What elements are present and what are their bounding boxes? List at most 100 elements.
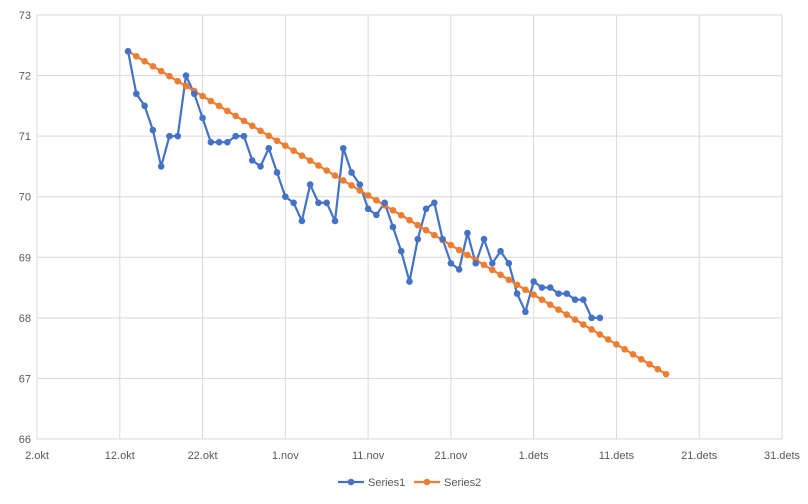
x-tick-label: 2.okt bbox=[25, 450, 49, 462]
series1-point bbox=[389, 223, 397, 231]
series2-point bbox=[480, 261, 488, 269]
series1-point bbox=[472, 260, 480, 267]
series1-point bbox=[182, 72, 190, 79]
series2-point bbox=[257, 127, 264, 135]
series2-point bbox=[422, 226, 430, 234]
series1-point bbox=[422, 205, 430, 213]
series1-point bbox=[298, 217, 306, 225]
series2-point bbox=[604, 336, 612, 343]
series2-point bbox=[282, 142, 289, 150]
series1-point bbox=[431, 199, 438, 207]
y-tick-label: 66 bbox=[19, 434, 31, 446]
series1-point bbox=[290, 199, 297, 207]
series1-point bbox=[273, 169, 281, 176]
series2-point bbox=[389, 206, 397, 214]
y-tick-label: 70 bbox=[19, 192, 31, 204]
series2-point bbox=[373, 197, 380, 204]
series1-point bbox=[364, 205, 372, 213]
series1-point bbox=[455, 266, 463, 273]
series2-point bbox=[580, 321, 587, 328]
series2-point bbox=[662, 370, 670, 378]
gridlines bbox=[36, 14, 783, 440]
series2-point bbox=[224, 107, 231, 115]
series2-point bbox=[207, 97, 215, 105]
series2-point bbox=[546, 301, 554, 308]
x-tick-label: 1.nov bbox=[272, 450, 299, 462]
series2-point bbox=[157, 67, 165, 75]
series1-point bbox=[207, 138, 215, 146]
legend-label: Series2 bbox=[444, 477, 481, 489]
series1-point bbox=[265, 144, 273, 152]
series2-point bbox=[166, 72, 173, 80]
series2-point bbox=[306, 157, 314, 164]
series2-point bbox=[488, 266, 496, 274]
series2-point bbox=[141, 57, 148, 65]
series1-point bbox=[157, 163, 165, 170]
series1-point bbox=[447, 260, 455, 267]
series1-point bbox=[190, 90, 198, 98]
series1-point bbox=[522, 308, 529, 316]
series2-point bbox=[555, 306, 562, 313]
series1-point bbox=[199, 114, 206, 122]
series1-point bbox=[149, 126, 157, 134]
series2-point bbox=[232, 112, 239, 120]
series1-point bbox=[488, 260, 496, 267]
series2-point bbox=[654, 365, 662, 373]
x-tick-label: 11.dets bbox=[599, 450, 635, 462]
series1-point bbox=[224, 138, 231, 146]
series2-point bbox=[596, 331, 604, 338]
x-tick-label: 1.dets bbox=[519, 450, 549, 462]
series2-point bbox=[397, 211, 405, 219]
series1-point bbox=[414, 235, 422, 243]
series1-point bbox=[397, 247, 405, 255]
series1-point bbox=[538, 284, 546, 291]
series1-point bbox=[480, 235, 488, 243]
series1-point bbox=[240, 132, 248, 140]
y-tick-label: 69 bbox=[19, 252, 31, 264]
series1-point bbox=[257, 163, 264, 170]
series1-point bbox=[513, 290, 521, 297]
series1-point bbox=[530, 278, 537, 285]
series1-point bbox=[174, 132, 182, 140]
series2-point bbox=[240, 117, 248, 125]
x-tick-label: 22.okt bbox=[188, 450, 218, 462]
series2-point bbox=[356, 187, 364, 194]
x-tick-label: 21.nov bbox=[434, 450, 468, 462]
series1-point bbox=[406, 278, 413, 285]
legend-swatch-marker bbox=[423, 478, 431, 486]
series2-point bbox=[199, 92, 206, 100]
legend: Series1 Series2 bbox=[338, 477, 481, 489]
series2-point bbox=[339, 177, 347, 184]
series2-point bbox=[290, 147, 297, 154]
series1-point bbox=[546, 284, 554, 291]
series2-point bbox=[621, 346, 629, 353]
series1-point bbox=[248, 157, 256, 164]
series2-point bbox=[248, 122, 256, 130]
series1-point bbox=[339, 144, 347, 152]
series1-point bbox=[315, 199, 322, 207]
series2-point bbox=[530, 291, 537, 299]
y-tick-label: 73 bbox=[19, 10, 31, 22]
series1-point bbox=[580, 296, 587, 303]
series1-point bbox=[141, 102, 148, 110]
series1-point bbox=[571, 296, 579, 303]
y-tick-label: 71 bbox=[19, 131, 31, 143]
series2-point bbox=[538, 296, 546, 303]
legend-swatch-marker bbox=[347, 478, 355, 486]
series1-point bbox=[596, 314, 604, 322]
series1-point bbox=[505, 260, 513, 267]
series2-point bbox=[323, 167, 331, 174]
series2-point bbox=[563, 311, 571, 318]
series1-point bbox=[282, 193, 289, 201]
series2-point bbox=[571, 316, 579, 323]
series2-point bbox=[431, 231, 438, 239]
series1-point bbox=[563, 290, 571, 297]
series1-point bbox=[464, 229, 471, 237]
series1-point bbox=[348, 169, 355, 176]
series1-point bbox=[133, 90, 140, 98]
series1-point bbox=[323, 199, 331, 207]
series2-point bbox=[447, 241, 455, 249]
series1-point bbox=[497, 247, 504, 255]
